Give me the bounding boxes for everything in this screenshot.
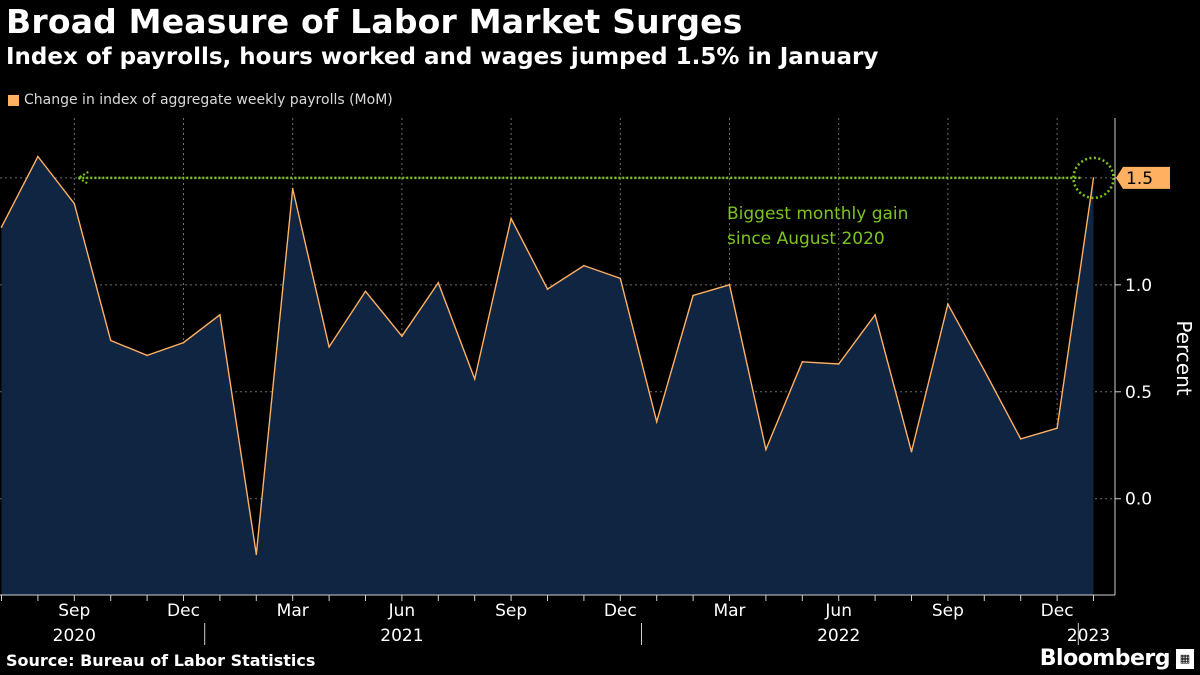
data-point: [255, 553, 258, 556]
data-point: [401, 335, 403, 337]
data-point: [947, 303, 949, 305]
x-tick-label: Sep: [58, 601, 90, 621]
data-point: [692, 294, 694, 297]
annotation-text: Biggest monthly gain: [727, 204, 908, 224]
x-tick-label: Jun: [388, 601, 416, 621]
x-tick-label: Jun: [824, 601, 852, 621]
value-callout: [1116, 166, 1170, 189]
data-point: [182, 341, 185, 344]
data-point: [291, 187, 294, 190]
area-fill: [1, 156, 1094, 595]
legend: Change in index of aggregate weekly payr…: [8, 92, 393, 108]
data-point: [328, 346, 330, 348]
data-point: [583, 264, 585, 267]
bloomberg-logo: Bloomberg: [1039, 646, 1171, 671]
chart-title: Broad Measure of Labor Market Surges: [6, 2, 743, 41]
data-point: [364, 290, 367, 293]
data-point: [983, 369, 986, 372]
data-point: [1056, 427, 1058, 429]
x-year-label: 2020: [53, 626, 96, 646]
x-tick-label: Sep: [495, 601, 527, 621]
data-point: [510, 217, 512, 220]
data-point: [1092, 177, 1095, 179]
area-layer: [0, 155, 1095, 595]
data-point: [910, 450, 913, 453]
data-point: [473, 378, 476, 380]
data-point: [837, 363, 840, 365]
source-note: Source: Bureau of Labor Statistics: [6, 651, 316, 670]
data-point: [146, 354, 148, 357]
data-point: [655, 420, 658, 423]
data-point: [801, 361, 804, 363]
data-point: [1019, 438, 1022, 440]
annotation-layer: Biggest monthly gain since August 2020: [76, 156, 1115, 249]
value-callout-label: 1.5: [1126, 169, 1153, 189]
x-year-label: 2023: [1067, 626, 1110, 646]
y-tick-label: 0.0: [1125, 490, 1152, 510]
axis-layer: 0.00.51.01.51.5SepDecMarJunSepDecMarJunS…: [0, 118, 1196, 646]
x-tick-label: Dec: [1041, 601, 1074, 621]
x-tick-label: Mar: [713, 601, 745, 621]
data-point: [109, 339, 112, 342]
y-tick-label: 1.0: [1125, 276, 1152, 296]
data-point: [73, 202, 76, 205]
data-point: [728, 284, 731, 286]
data-point: [37, 155, 39, 158]
x-year-label: 2021: [380, 626, 423, 646]
bloomberg-mark-icon: ▦: [1176, 649, 1194, 669]
y-axis-label: Percent: [1172, 320, 1196, 395]
annotation-circle: [1072, 156, 1115, 200]
data-point: [619, 277, 622, 280]
data-point: [437, 281, 440, 284]
data-point: [765, 448, 767, 451]
x-tick-label: Mar: [277, 601, 309, 621]
data-point: [546, 288, 549, 290]
x-year-label: 2022: [817, 626, 860, 646]
legend-label: Change in index of aggregate weekly payr…: [24, 92, 393, 108]
data-point: [219, 313, 221, 316]
x-tick-label: Dec: [167, 601, 200, 621]
data-point: [0, 226, 3, 228]
x-tick-label: Sep: [932, 601, 964, 621]
y-tick-label: 0.5: [1125, 383, 1152, 403]
legend-swatch: [8, 94, 19, 106]
x-tick-label: Dec: [604, 601, 637, 621]
annotation-text: since August 2020: [727, 229, 885, 249]
chart-subtitle: Index of payrolls, hours worked and wage…: [6, 44, 879, 70]
data-point: [874, 313, 876, 316]
